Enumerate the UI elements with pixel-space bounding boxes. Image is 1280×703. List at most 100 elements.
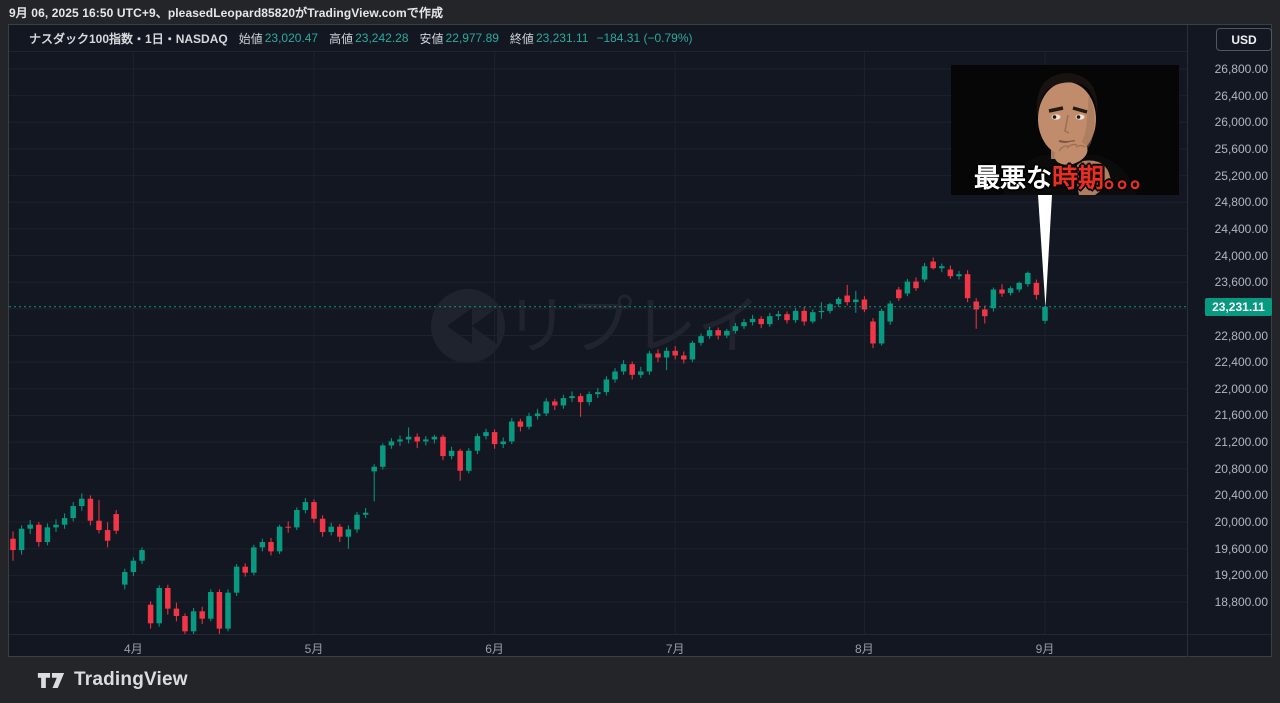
candle-body bbox=[208, 592, 214, 619]
candle-body bbox=[612, 371, 618, 380]
caption-red: 時期。。。 bbox=[1052, 163, 1157, 194]
candle-body bbox=[595, 392, 601, 395]
candle-body bbox=[792, 310, 799, 321]
candle-body bbox=[474, 436, 481, 451]
candle-body bbox=[827, 304, 833, 311]
candle-body bbox=[156, 588, 162, 624]
candle-body bbox=[964, 274, 971, 299]
candle-body bbox=[715, 330, 721, 336]
candle-body bbox=[577, 396, 584, 403]
price-axis-label: 24,000.00 bbox=[1214, 248, 1268, 263]
replay-watermark: リプレイ bbox=[431, 289, 761, 363]
candle-body bbox=[423, 439, 429, 442]
currency-button[interactable]: USD bbox=[1216, 28, 1272, 51]
price-axis-label: 22,400.00 bbox=[1214, 355, 1268, 370]
tradingview-brand-text: TradingView bbox=[74, 669, 188, 690]
candle-body bbox=[457, 450, 463, 471]
candle-body bbox=[784, 314, 790, 321]
candle-body bbox=[405, 436, 412, 440]
tradingview-brand[interactable]: TradingView bbox=[36, 669, 188, 692]
candle-body bbox=[414, 436, 420, 442]
candle-body bbox=[483, 432, 489, 437]
candle-body bbox=[646, 353, 653, 372]
candle-body bbox=[10, 538, 16, 551]
footer-bar: TradingView bbox=[0, 657, 1280, 703]
candle-body bbox=[380, 445, 386, 467]
time-axis-label: 4月 bbox=[124, 642, 143, 656]
candle-body bbox=[448, 450, 455, 457]
candle-body bbox=[259, 542, 266, 548]
candle-body bbox=[603, 379, 610, 393]
candle-body bbox=[870, 321, 876, 344]
low-label: 安値 bbox=[419, 31, 444, 46]
candle-body bbox=[354, 514, 360, 530]
candle-body bbox=[552, 401, 558, 406]
candle-body bbox=[853, 299, 859, 303]
price-axis-label: 26,000.00 bbox=[1214, 115, 1268, 130]
creation-info-bar: 9月 06, 2025 16:50 UTC+9、pleasedLeopard85… bbox=[0, 0, 1280, 24]
tradingview-logo-icon bbox=[37, 672, 65, 688]
candle-body bbox=[345, 529, 352, 537]
candle-body bbox=[216, 592, 223, 629]
candlestick-chart[interactable] bbox=[9, 25, 1187, 634]
legend-bar: ナスダック100指数・1日・NASDAQ 始値 23,020.47 高値 23,… bbox=[9, 25, 1187, 52]
candle-body bbox=[861, 299, 868, 310]
candle-body bbox=[801, 310, 807, 322]
price-axis-label: 23,600.00 bbox=[1214, 275, 1268, 290]
open-value: 23,020.47 bbox=[264, 31, 319, 45]
time-axis-label: 7月 bbox=[665, 642, 685, 656]
candle-body bbox=[431, 436, 438, 440]
candle-body bbox=[397, 439, 403, 442]
chart-widget: リプレイ ナスダック100指数・1日・NASDAQ 始値 23,020.47 高… bbox=[8, 24, 1272, 657]
candle-body bbox=[122, 572, 128, 585]
candle-body bbox=[276, 526, 283, 552]
candle-body bbox=[87, 498, 94, 521]
candle-body bbox=[79, 498, 85, 507]
candle-body bbox=[947, 269, 954, 277]
candle-body bbox=[775, 314, 782, 317]
candle-body bbox=[53, 524, 59, 528]
candle-body bbox=[741, 322, 747, 327]
annotation-image: 最悪な時期。。。 bbox=[951, 65, 1179, 195]
candle-body bbox=[388, 441, 395, 446]
candle-body bbox=[165, 588, 171, 609]
symbol-title[interactable]: ナスダック100指数・1日・NASDAQ bbox=[29, 31, 228, 46]
candle-body bbox=[147, 604, 154, 624]
time-axis-label: 6月 bbox=[485, 642, 504, 656]
candle-body bbox=[173, 608, 180, 616]
candle-body bbox=[560, 398, 567, 406]
candle-body bbox=[956, 274, 962, 277]
candle-body bbox=[999, 289, 1005, 294]
candle-body bbox=[749, 318, 756, 323]
candle-body bbox=[663, 350, 670, 358]
candle-body bbox=[371, 466, 377, 472]
candle-body bbox=[190, 611, 197, 632]
high-label: 高値 bbox=[329, 31, 354, 46]
price-axis-label: 21,600.00 bbox=[1214, 408, 1268, 423]
candle-body bbox=[36, 524, 42, 543]
candle-body bbox=[44, 527, 51, 543]
candle-body bbox=[517, 421, 524, 427]
time-axis[interactable]: 4月 5月 6月 7月 8月 9月 bbox=[9, 634, 1271, 657]
high-value: 23,242.28 bbox=[355, 31, 409, 45]
candle-body bbox=[233, 566, 240, 593]
candle-body bbox=[982, 309, 988, 317]
candle-body bbox=[302, 502, 309, 511]
candle-body bbox=[835, 298, 842, 305]
candle-body bbox=[70, 506, 76, 519]
candle-body bbox=[930, 261, 936, 269]
candle-body bbox=[1016, 282, 1022, 290]
price-axis[interactable]: USD 23,231.11 26,800.00 26,400.00 26,000.0… bbox=[1187, 25, 1273, 657]
candle-body bbox=[294, 510, 300, 528]
price-axis-label: 18,800.00 bbox=[1214, 595, 1268, 609]
price-axis-label: 20,800.00 bbox=[1214, 461, 1268, 476]
candle-body bbox=[939, 266, 945, 269]
candle-body bbox=[225, 592, 231, 629]
candle-body bbox=[878, 310, 885, 344]
candle-body bbox=[534, 413, 541, 417]
candle-body bbox=[629, 364, 635, 375]
time-axis-label: 8月 bbox=[855, 642, 874, 656]
candle-body bbox=[672, 350, 678, 356]
candle-body bbox=[1042, 306, 1048, 321]
